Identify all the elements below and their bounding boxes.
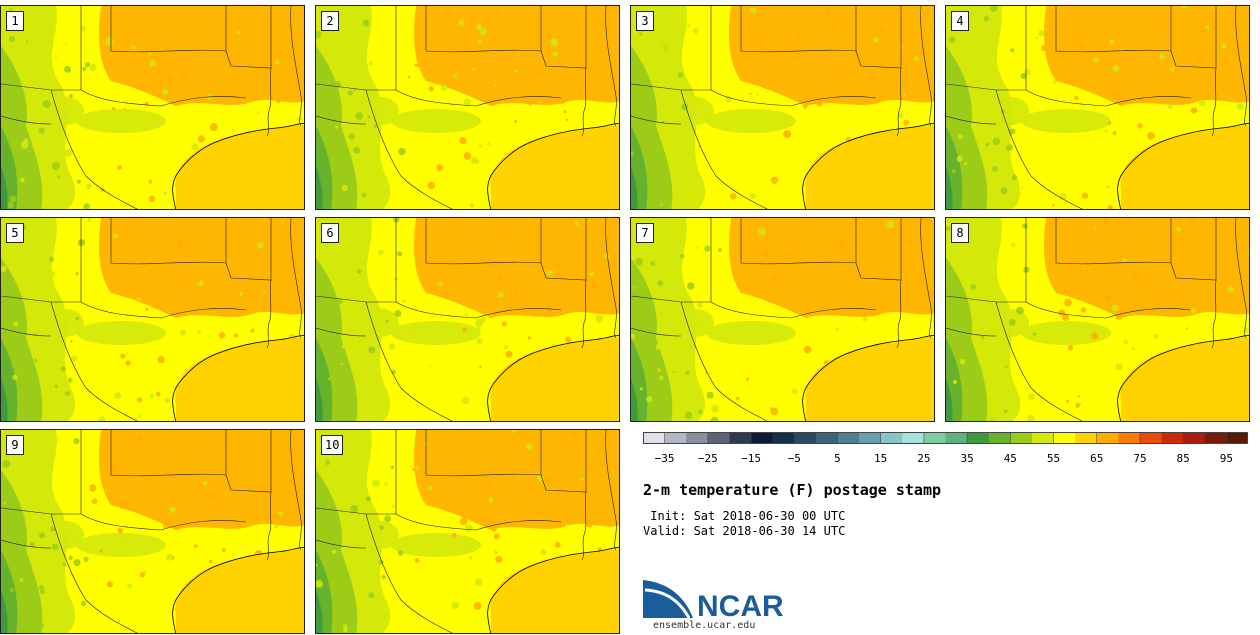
colorbar-swatch [1075, 432, 1098, 444]
colorbar-swatch [945, 432, 968, 444]
colorbar-swatch [859, 432, 882, 444]
colorbar-swatch [880, 432, 903, 444]
colorbar-swatch [1010, 432, 1033, 444]
colorbar-tick-label: −5 [787, 452, 801, 465]
colorbar-swatch [686, 432, 709, 444]
colorbar-swatch [751, 432, 774, 444]
member-panel-5[interactable]: 5 [0, 217, 305, 422]
member-label-2: 2 [321, 11, 339, 31]
colorbar-swatch [967, 432, 990, 444]
member-map-1 [1, 6, 304, 209]
member-map-2 [316, 6, 619, 209]
colorbar-tick-label: 95 [1219, 452, 1234, 465]
member-label-9: 9 [6, 435, 24, 455]
colorbar-swatch [988, 432, 1011, 444]
member-panel-9[interactable]: 9 [0, 429, 305, 634]
colorbar-swatch [902, 432, 925, 444]
colorbar-swatch [1031, 432, 1055, 444]
member-label-7: 7 [636, 223, 654, 243]
member-label-10: 10 [321, 435, 344, 455]
member-panel-3[interactable]: 3 [630, 5, 935, 210]
colorbar-swatch [1161, 432, 1184, 444]
colorbar-swatch [729, 432, 752, 444]
colorbar-tick-label: 15 [874, 452, 888, 465]
colorbar-swatch [643, 432, 666, 444]
colorbar-tick-label: −35 [654, 452, 675, 465]
ncar-logo-text: NCAR [697, 590, 784, 620]
member-panel-4[interactable]: 4 [945, 5, 1250, 210]
member-panel-8[interactable]: 8 [945, 217, 1250, 422]
member-map-9 [1, 430, 304, 633]
member-label-1: 1 [6, 11, 24, 31]
member-map-10 [316, 430, 619, 633]
colorbar-tick-label: 35 [960, 452, 974, 465]
member-label-5: 5 [6, 223, 24, 243]
colorbar-tick-label: 85 [1176, 452, 1190, 465]
colorbar-tick-label: 5 [834, 452, 841, 465]
colorbar-swatch [1118, 432, 1141, 444]
member-label-4: 4 [951, 11, 969, 31]
colorbar-tick-label: 75 [1133, 452, 1147, 465]
colorbar-tick-label: 65 [1090, 452, 1104, 465]
member-map-8 [946, 218, 1249, 421]
ncar-url: ensemble.ucar.edu [653, 620, 756, 631]
member-map-6 [316, 218, 619, 421]
member-panel-10[interactable]: 10 [315, 429, 620, 634]
colorbar-tick-label: −25 [697, 452, 718, 465]
colorbar-swatch [1053, 432, 1076, 444]
ncar-logo: NCAR [643, 580, 784, 620]
chart-title: 2-m temperature (F) postage stamp [643, 481, 942, 499]
valid-time: Valid: Sat 2018-06-30 14 UTC [643, 524, 846, 538]
member-label-3: 3 [636, 11, 654, 31]
temperature-colorbar [643, 432, 1248, 444]
init-time: Init: Sat 2018-06-30 00 UTC [643, 509, 846, 523]
colorbar-swatch [794, 432, 817, 444]
colorbar-swatch [815, 432, 838, 444]
colorbar-swatch [837, 432, 860, 444]
member-panel-2[interactable]: 2 [315, 5, 620, 210]
colorbar-tick-label: 25 [917, 452, 931, 465]
colorbar-swatch [1183, 432, 1206, 444]
member-panel-6[interactable]: 6 [315, 217, 620, 422]
colorbar-swatch [1139, 432, 1163, 444]
colorbar-swatch [664, 432, 687, 444]
colorbar-swatch [1226, 432, 1248, 444]
member-panel-1[interactable]: 1 [0, 5, 305, 210]
colorbar-swatch [923, 432, 946, 444]
colorbar-tick-label: 45 [1003, 452, 1017, 465]
colorbar-swatch [1204, 432, 1227, 444]
member-map-5 [1, 218, 304, 421]
colorbar-swatch [707, 432, 730, 444]
member-panel-7[interactable]: 7 [630, 217, 935, 422]
member-map-3 [631, 6, 934, 209]
colorbar-tick-label: 55 [1046, 452, 1061, 465]
member-map-4 [946, 6, 1249, 209]
colorbar-swatch [1096, 432, 1119, 444]
member-map-7 [631, 218, 934, 421]
colorbar-swatch [772, 432, 795, 444]
member-label-6: 6 [321, 223, 339, 243]
member-label-8: 8 [951, 223, 969, 243]
colorbar-tick-label: −15 [741, 452, 761, 465]
ncar-swoosh-icon [643, 580, 693, 618]
